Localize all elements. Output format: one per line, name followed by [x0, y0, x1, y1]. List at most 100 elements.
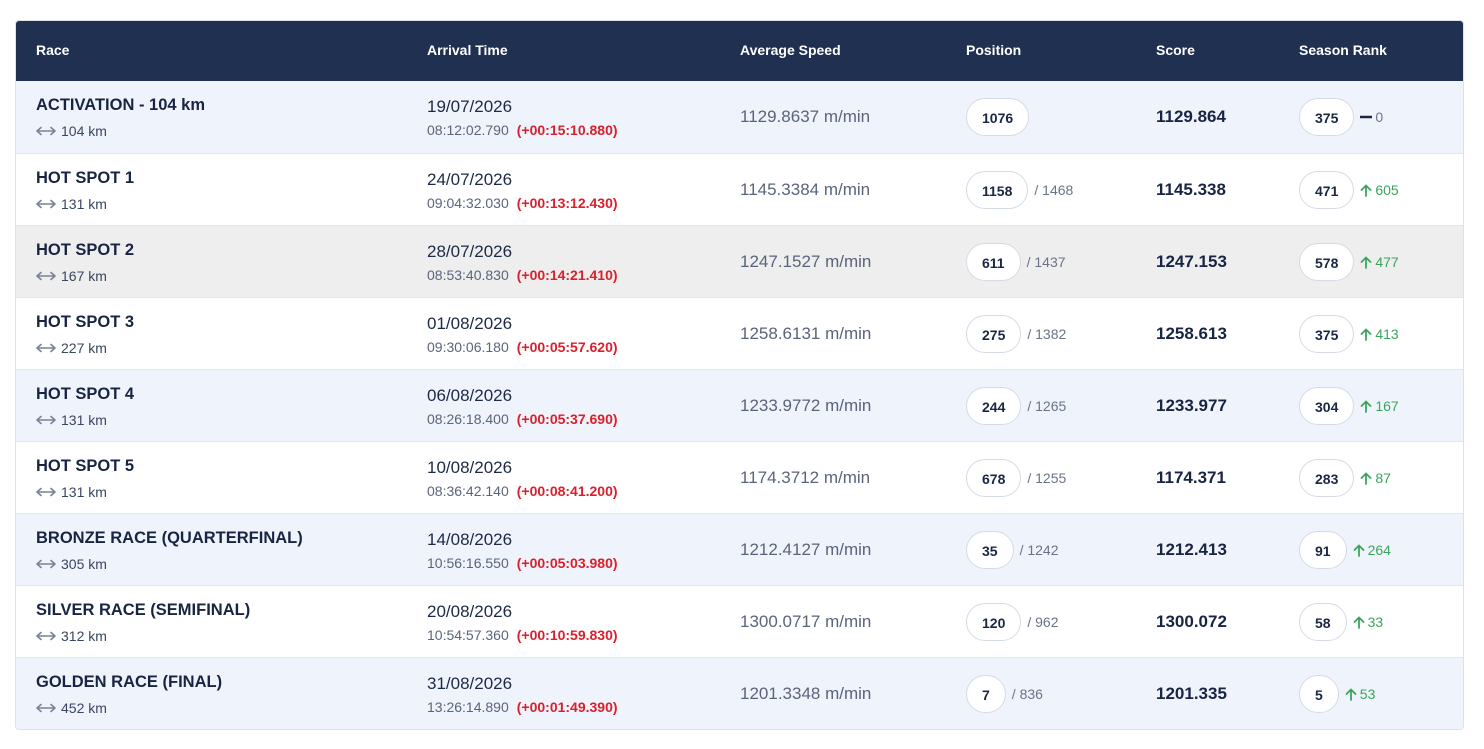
distance-arrows-icon	[36, 343, 56, 353]
season-rank-cell: 91 264	[1299, 530, 1391, 570]
score: 1300.072	[1156, 612, 1227, 631]
header-arrival-time[interactable]: Arrival Time	[427, 42, 508, 58]
table-row[interactable]: HOT SPOT 1 131 km 24/07/2026 09:04:32.030 (+…	[16, 153, 1463, 225]
race-name: BRONZE RACE (QUARTERFINAL)	[36, 529, 303, 547]
average-speed: 1233.9772 m/min	[740, 396, 872, 415]
average-speed: 1201.3348 m/min	[740, 684, 872, 703]
table-row[interactable]: ACTIVATION - 104 km 104 km 19/07/2026 08:12…	[16, 81, 1463, 153]
rank-change-value: 0	[1375, 109, 1384, 125]
arrival-date: 14/08/2026	[427, 530, 513, 549]
race-distance-value: 131 km	[61, 484, 107, 500]
average-speed: 1129.8637 m/min	[740, 107, 871, 126]
rank-change: 0	[1360, 109, 1383, 125]
arrival-date: 01/08/2026	[427, 314, 513, 333]
rank-change: 33	[1353, 614, 1384, 630]
average-speed: 1145.3384 m/min	[740, 180, 871, 199]
table-row[interactable]: GOLDEN RACE (FINAL) 452 km 31/08/2026 13:26…	[16, 657, 1463, 729]
table-row[interactable]: SILVER RACE (SEMIFINAL) 312 km 20/08/2026 1…	[16, 585, 1463, 657]
position-badge: 244	[966, 387, 1022, 425]
rank-change: 605	[1360, 182, 1399, 198]
season-rank-badge: 304	[1299, 387, 1355, 425]
distance-arrows-icon	[36, 271, 56, 281]
arrival-date: 31/08/2026	[427, 674, 513, 693]
season-rank-badge: 5	[1299, 675, 1339, 713]
rank-change-value: 33	[1367, 614, 1384, 630]
rank-change-value: 413	[1375, 326, 1399, 342]
race-name: ACTIVATION - 104 km	[36, 96, 206, 114]
time-delta: (+00:14:21.410)	[516, 267, 618, 283]
average-speed: 1247.1527 m/min	[740, 252, 872, 271]
distance-arrows-icon	[36, 415, 56, 425]
arrival-time-value: 08:12:02.790	[427, 122, 509, 138]
season-rank-badge: 471	[1299, 171, 1355, 209]
race-distance: 104 km	[36, 123, 107, 139]
distance-arrows-icon	[36, 559, 56, 569]
race-distance: 131 km	[36, 484, 107, 500]
race-distance-value: 312 km	[61, 628, 107, 644]
arrival-time: 09:30:06.180 (+00:05:57.620)	[427, 339, 618, 355]
header-season-rank[interactable]: Season Rank	[1299, 42, 1387, 58]
arrival-time: 08:36:42.140 (+00:08:41.200)	[427, 483, 618, 499]
race-name: HOT SPOT 4	[36, 385, 135, 403]
distance-arrows-icon	[36, 487, 56, 497]
race-name: GOLDEN RACE (FINAL)	[36, 673, 223, 691]
race-results-table: Race Arrival Time Average Speed Position…	[15, 20, 1464, 730]
position-badge: 7	[966, 675, 1006, 713]
arrival-date: 10/08/2026	[427, 458, 513, 477]
score: 1201.335	[1156, 684, 1227, 703]
race-distance: 227 km	[36, 340, 107, 356]
position-badge: 120	[966, 603, 1022, 641]
race-distance-value: 167 km	[61, 268, 107, 284]
race-name: HOT SPOT 1	[36, 169, 135, 187]
season-rank-cell: 578 477	[1299, 242, 1399, 282]
position-total: / 1437	[1026, 254, 1066, 270]
arrow-up-icon	[1345, 688, 1360, 701]
season-rank-cell: 375 413	[1299, 314, 1399, 354]
position-cell: 120 / 962	[966, 602, 1059, 642]
position-badge: 35	[966, 531, 1014, 569]
rank-change: 264	[1353, 542, 1391, 558]
season-rank-badge: 91	[1299, 531, 1347, 569]
table-row[interactable]: BRONZE RACE (QUARTERFINAL) 305 km 14/08/20…	[16, 513, 1463, 585]
season-rank-cell: 304 167	[1299, 386, 1399, 426]
rank-change-value: 264	[1367, 542, 1391, 558]
time-delta: (+00:05:57.620)	[516, 339, 618, 355]
race-distance: 452 km	[36, 700, 107, 716]
table-row[interactable]: HOT SPOT 2 167 km 28/07/2026 08:53:40.830 (+…	[16, 225, 1463, 297]
header-score[interactable]: Score	[1156, 42, 1195, 58]
position-total: / 1382	[1027, 326, 1067, 342]
position-cell: 35 / 1242	[966, 530, 1059, 570]
position-total: / 836	[1011, 686, 1043, 702]
table-row[interactable]: HOT SPOT 5 131 km 10/08/2026 08:36:42.140 (+…	[16, 441, 1463, 513]
position-badge: 611	[966, 243, 1021, 281]
score: 1212.413	[1156, 540, 1227, 559]
arrival-time: 10:54:57.360 (+00:10:59.830)	[427, 627, 618, 643]
race-distance: 167 km	[36, 268, 107, 284]
time-delta: (+00:15:10.880)	[516, 122, 618, 138]
position-cell: 244 / 1265	[966, 386, 1066, 426]
header-average-speed[interactable]: Average Speed	[740, 42, 841, 58]
table-row[interactable]: HOT SPOT 3 227 km 01/08/2026 09:30:06.180 (+…	[16, 297, 1463, 369]
arrival-time-value: 08:26:18.400	[427, 411, 509, 427]
arrival-time: 13:26:14.890 (+00:01:49.390)	[427, 699, 618, 715]
time-delta: (+00:01:49.390)	[516, 699, 618, 715]
position-cell: 275 / 1382	[966, 314, 1066, 354]
dash-icon	[1360, 115, 1375, 119]
rank-change-value: 605	[1375, 182, 1399, 198]
season-rank-cell: 58 33	[1299, 602, 1383, 642]
average-speed: 1300.0717 m/min	[740, 612, 872, 631]
header-race[interactable]: Race	[36, 42, 70, 58]
season-rank-badge: 283	[1299, 459, 1355, 497]
race-distance-value: 104 km	[61, 123, 107, 139]
header-position[interactable]: Position	[966, 42, 1022, 58]
race-distance-value: 131 km	[61, 412, 107, 428]
rank-change: 53	[1345, 686, 1375, 702]
position-total: / 1265	[1027, 398, 1067, 414]
arrow-up-icon	[1360, 256, 1375, 269]
table-header: Race Arrival Time Average Speed Position…	[16, 21, 1463, 81]
season-rank-badge: 375	[1299, 98, 1355, 136]
distance-arrows-icon	[36, 199, 56, 209]
race-distance: 305 km	[36, 556, 107, 572]
table-row[interactable]: HOT SPOT 4 131 km 06/08/2026 08:26:18.400 (+…	[16, 369, 1463, 441]
position-cell: 678 / 1255	[966, 458, 1066, 498]
